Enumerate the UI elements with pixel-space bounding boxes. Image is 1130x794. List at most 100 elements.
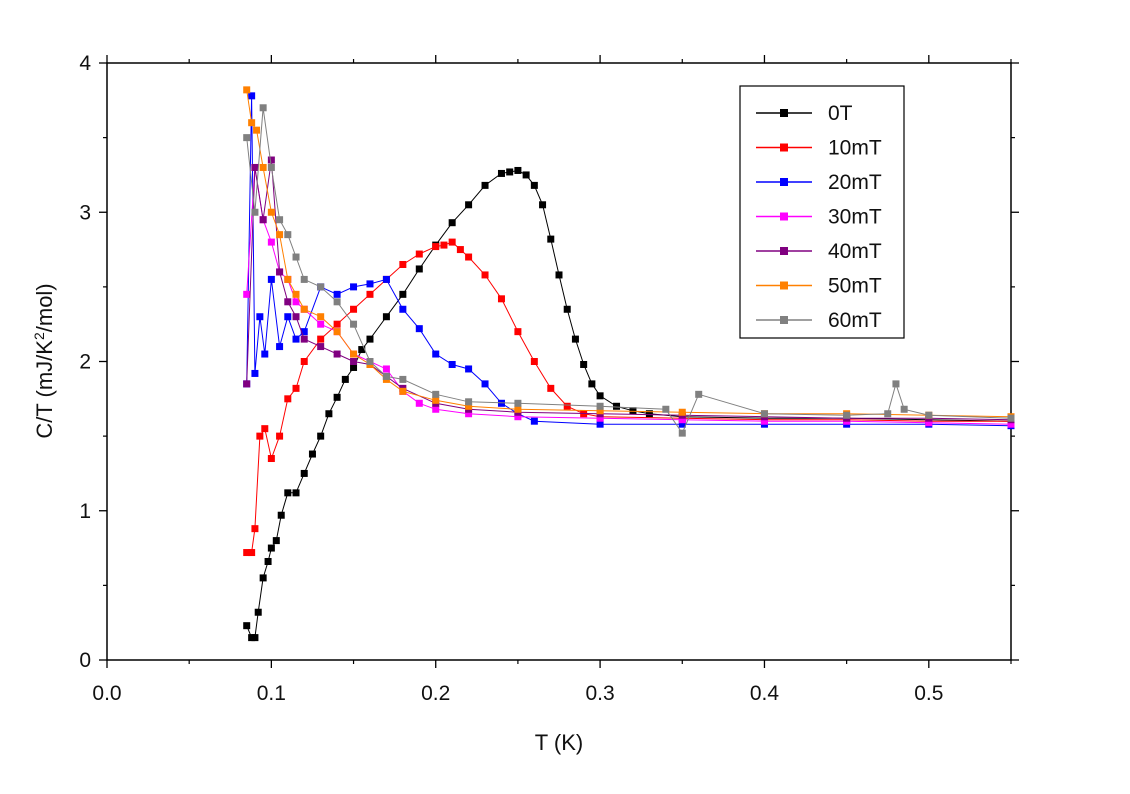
data-point	[580, 361, 587, 368]
x-axis-label: T (K)	[535, 730, 583, 755]
data-point	[399, 376, 406, 383]
data-point	[276, 433, 283, 440]
legend-label: 0T	[828, 102, 853, 125]
data-point	[482, 271, 489, 278]
data-point	[383, 313, 390, 320]
data-point	[350, 283, 357, 290]
x-tick-label: 0.0	[92, 682, 121, 705]
data-point	[301, 306, 308, 313]
data-point	[884, 410, 891, 417]
data-point	[256, 313, 263, 320]
data-point	[334, 298, 341, 305]
data-point	[248, 92, 255, 99]
legend-marker	[780, 247, 788, 255]
data-point	[366, 358, 373, 365]
data-point	[260, 216, 267, 223]
data-point	[662, 406, 669, 413]
data-point	[334, 321, 341, 328]
data-point	[276, 268, 283, 275]
data-point	[261, 425, 268, 432]
data-point	[293, 336, 300, 343]
y-tick-label: 3	[79, 201, 91, 224]
x-tick-label: 0.2	[421, 682, 450, 705]
data-point	[334, 351, 341, 358]
legend-label: 20mT	[828, 171, 882, 194]
x-tick-label: 0.1	[257, 682, 286, 705]
data-point	[564, 306, 571, 313]
data-point	[317, 321, 324, 328]
data-point	[572, 336, 579, 343]
data-point	[251, 164, 258, 171]
legend-label: 10mT	[828, 137, 882, 160]
data-point	[449, 219, 456, 226]
data-point	[276, 216, 283, 223]
data-point	[317, 336, 324, 343]
data-point	[449, 239, 456, 246]
data-point	[925, 412, 932, 419]
data-point	[613, 403, 620, 410]
x-tick-label: 0.5	[914, 682, 943, 705]
data-point	[301, 358, 308, 365]
data-point	[251, 634, 258, 641]
data-point	[301, 276, 308, 283]
legend-marker	[780, 316, 788, 324]
data-point	[301, 470, 308, 477]
y-tick-label: 1	[79, 500, 91, 523]
data-point	[399, 306, 406, 313]
data-point	[243, 86, 250, 93]
data-point	[268, 276, 275, 283]
data-point	[514, 328, 521, 335]
legend-marker	[780, 144, 788, 152]
data-point	[465, 254, 472, 261]
data-point	[901, 406, 908, 413]
data-point	[301, 336, 308, 343]
data-point	[334, 328, 341, 335]
legend-marker	[780, 109, 788, 117]
data-point	[695, 391, 702, 398]
legend-label: 60mT	[828, 309, 882, 332]
data-point	[268, 455, 275, 462]
data-point	[260, 164, 267, 171]
data-point	[482, 380, 489, 387]
data-point	[350, 351, 357, 358]
data-point	[342, 376, 349, 383]
data-point	[597, 392, 604, 399]
y-tick-label: 0	[79, 649, 91, 672]
data-point	[273, 537, 280, 544]
y-tick-label: 4	[79, 52, 91, 75]
data-point	[334, 394, 341, 401]
data-point	[416, 325, 423, 332]
data-point	[284, 313, 291, 320]
y-tick-label: 2	[79, 351, 91, 374]
data-point	[588, 380, 595, 387]
data-point	[317, 343, 324, 350]
data-point	[255, 609, 262, 616]
data-point	[679, 409, 686, 416]
data-point	[597, 403, 604, 410]
data-point	[256, 433, 263, 440]
data-point	[514, 167, 521, 174]
data-point	[268, 239, 275, 246]
data-point	[416, 251, 423, 258]
data-point	[334, 291, 341, 298]
data-point	[465, 201, 472, 208]
data-point	[325, 410, 332, 417]
data-point	[531, 418, 538, 425]
data-point	[268, 157, 275, 164]
data-point	[514, 406, 521, 413]
data-point	[317, 313, 324, 320]
data-point	[268, 545, 275, 552]
data-point	[251, 525, 258, 532]
data-point	[293, 313, 300, 320]
data-point	[440, 242, 447, 249]
data-point	[383, 276, 390, 283]
data-point	[432, 243, 439, 250]
data-point	[556, 271, 563, 278]
legend-label: 40mT	[828, 240, 882, 263]
legend-marker	[780, 213, 788, 221]
data-point	[284, 489, 291, 496]
data-point	[432, 406, 439, 413]
data-point	[243, 622, 250, 629]
data-point	[268, 164, 275, 171]
data-point	[506, 168, 513, 175]
